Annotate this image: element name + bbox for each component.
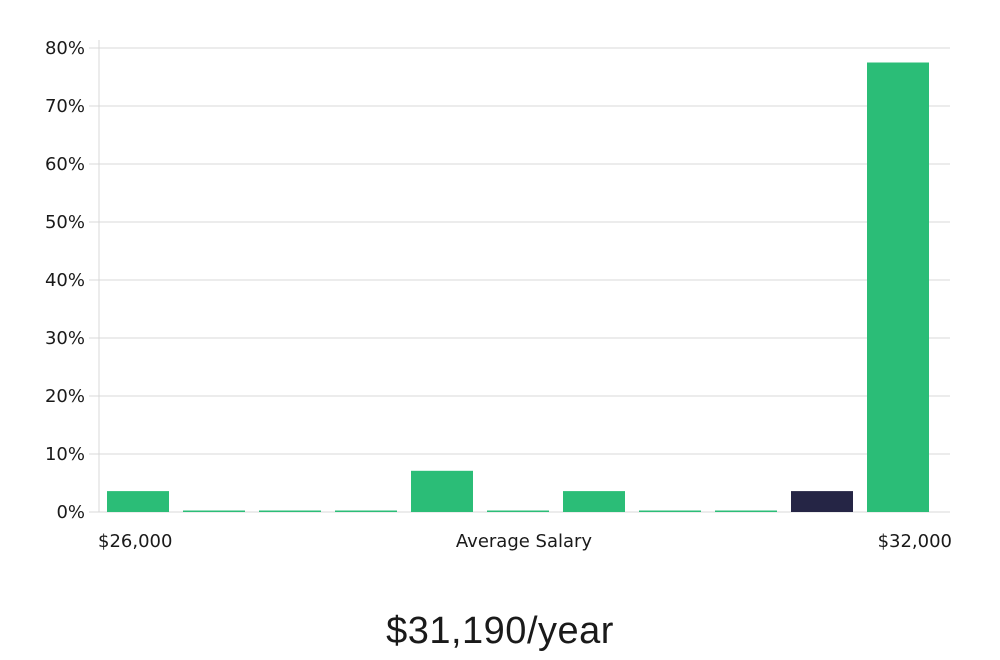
bar: [259, 510, 321, 512]
bars: [107, 62, 929, 512]
y-axis-ticks: 0% 10% 20% 30% 40% 50% 60% 70% 80%: [45, 38, 85, 523]
bar: [487, 510, 549, 512]
y-tick-label: 0%: [56, 502, 85, 523]
bar: [183, 510, 245, 512]
bar: [107, 491, 169, 512]
y-tick-label: 50%: [45, 212, 85, 233]
average-salary-value: $31,190/year: [386, 610, 614, 652]
y-tick-label: 80%: [45, 38, 85, 59]
bar: [639, 510, 701, 512]
salary-histogram: 0% 10% 20% 30% 40% 50% 60% 70% 80% $26,000 Avera…: [45, 38, 952, 552]
bar-highlighted: [791, 491, 853, 512]
bar: [867, 62, 929, 512]
grid-lines: [89, 47, 950, 513]
y-tick-label: 40%: [45, 270, 85, 291]
x-axis-min-label: $26,000: [98, 531, 172, 552]
bar: [715, 510, 777, 512]
bar: [335, 510, 397, 512]
bar: [411, 470, 473, 512]
x-axis-title: Average Salary: [456, 531, 593, 552]
bar: [563, 491, 625, 512]
y-tick-label: 10%: [45, 444, 85, 465]
y-tick-label: 30%: [45, 328, 85, 349]
x-axis-max-label: $32,000: [878, 531, 952, 552]
y-tick-label: 70%: [45, 96, 85, 117]
y-tick-label: 60%: [45, 154, 85, 175]
y-tick-label: 20%: [45, 386, 85, 407]
